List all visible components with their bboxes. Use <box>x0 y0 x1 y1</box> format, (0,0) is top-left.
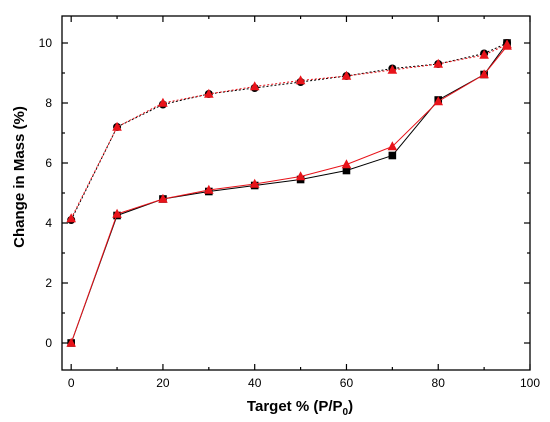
triangle-marker <box>387 64 398 74</box>
series-layer <box>66 39 512 347</box>
triangle-marker <box>502 39 512 49</box>
square-marker <box>388 151 397 160</box>
x-tick-label: 40 <box>248 376 262 390</box>
x-tick-label: 20 <box>156 376 170 390</box>
x-tick-label: 0 <box>68 376 75 390</box>
series-1 <box>67 39 511 347</box>
triangle-marker <box>387 141 398 151</box>
triangle-marker <box>112 121 122 131</box>
x-tick-label: 80 <box>432 376 446 390</box>
triangle-marker <box>158 193 168 203</box>
triangle-marker <box>295 75 306 85</box>
triangle-marker <box>112 208 122 218</box>
x-axis-title-end: ) <box>348 398 353 415</box>
x-axis-title: Target % (P/P0) <box>247 398 353 418</box>
triangle-marker <box>433 58 444 68</box>
y-tick-label: 10 <box>39 36 53 50</box>
series-3 <box>66 40 512 347</box>
y-tick-label: 8 <box>45 96 52 110</box>
ticks-layer: 0 20 40 60 80 100 0 2 4 6 8 10 <box>39 16 540 390</box>
triangle-marker <box>158 97 168 107</box>
series-4 <box>66 39 512 223</box>
series-3-line <box>70 45 508 344</box>
series-2-line <box>70 42 508 221</box>
triangle-marker <box>66 337 76 347</box>
square-marker <box>342 166 351 175</box>
triangle-marker <box>249 81 260 91</box>
triangle-marker <box>479 69 489 79</box>
plot-area <box>61 15 531 371</box>
triangle-marker <box>66 213 76 223</box>
plot-frame <box>61 15 531 371</box>
triangle-marker <box>204 88 214 98</box>
triangle-marker <box>479 49 489 59</box>
series-1-line <box>70 42 508 344</box>
triangle-marker <box>204 184 214 194</box>
series-2 <box>67 39 512 224</box>
y-tick-label: 4 <box>45 216 52 230</box>
series-4-line <box>70 44 508 219</box>
triangle-marker <box>295 171 306 181</box>
triangle-marker <box>249 178 260 188</box>
y-tick-label: 0 <box>45 336 52 350</box>
y-axis-title: Change in Mass (%) <box>11 106 28 248</box>
y-tick-label: 2 <box>45 276 52 290</box>
x-tick-label: 100 <box>520 376 540 390</box>
triangle-marker <box>341 70 352 80</box>
triangle-marker <box>433 96 444 106</box>
y-tick-label: 6 <box>45 156 52 170</box>
x-axis-title-main: Target % (P/P <box>247 398 343 415</box>
x-axis-title-subscript: 0 <box>343 407 349 418</box>
triangle-marker <box>341 159 352 169</box>
x-tick-label: 60 <box>340 376 354 390</box>
